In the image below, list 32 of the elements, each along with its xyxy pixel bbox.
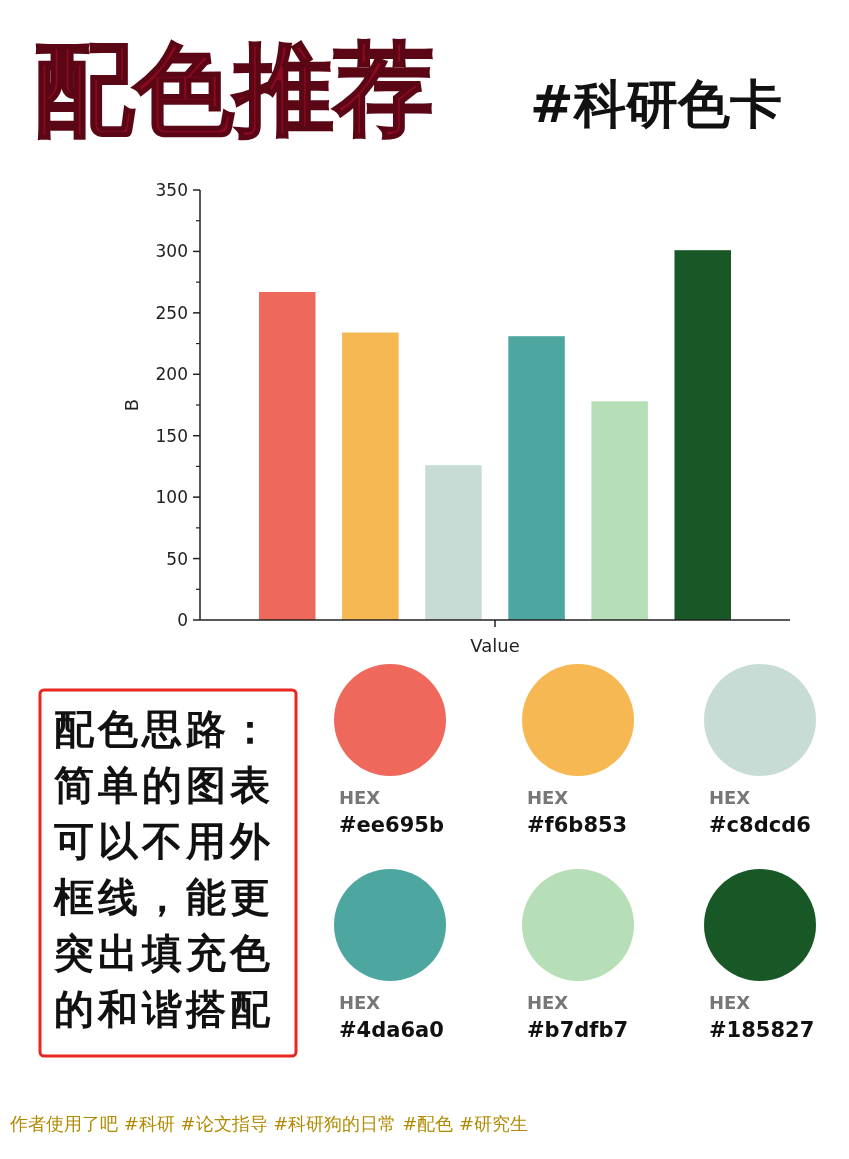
y-tick-label: 250 xyxy=(155,302,188,323)
y-tick-label: 50 xyxy=(166,548,188,569)
text: HEX xyxy=(709,992,751,1013)
bar xyxy=(591,401,648,620)
text: 作者使用了吧 #科研 #论文指导 #科研狗的日常 #配色 #研究生 xyxy=(9,1113,529,1134)
y-tick-label: 100 xyxy=(155,487,188,508)
y-tick-label: 200 xyxy=(155,364,188,385)
chart-subtitle: #科研色卡 xyxy=(530,74,782,134)
bar xyxy=(259,291,316,620)
text: #f6b853 xyxy=(527,813,628,837)
y-axis-title: B xyxy=(121,398,142,412)
y-tick-label: 0 xyxy=(177,610,188,630)
text: #4da6a0 xyxy=(339,1018,444,1042)
text: HEX xyxy=(339,787,381,808)
text: HEX xyxy=(527,992,569,1013)
bar xyxy=(508,336,565,620)
text: 配色思路：简单的图表可以不用外框线，能更突出填充色的和谐搭配 xyxy=(53,706,274,1032)
chart-title: 配色推荐 xyxy=(34,31,434,148)
text: HEX xyxy=(527,787,569,808)
y-tick-label: 150 xyxy=(155,425,188,446)
bar xyxy=(674,250,731,620)
bar xyxy=(425,465,482,620)
text: HEX xyxy=(339,992,381,1013)
text: #b7dfb7 xyxy=(527,1018,629,1042)
text: #185827 xyxy=(709,1018,815,1042)
text: #c8dcd6 xyxy=(709,813,811,837)
y-tick-label: 300 xyxy=(155,241,188,262)
x-axis-title: Value xyxy=(470,635,520,656)
text: #ee695b xyxy=(339,813,444,837)
text: HEX xyxy=(709,787,751,808)
y-tick-label: 350 xyxy=(155,180,188,200)
bar xyxy=(342,332,399,620)
